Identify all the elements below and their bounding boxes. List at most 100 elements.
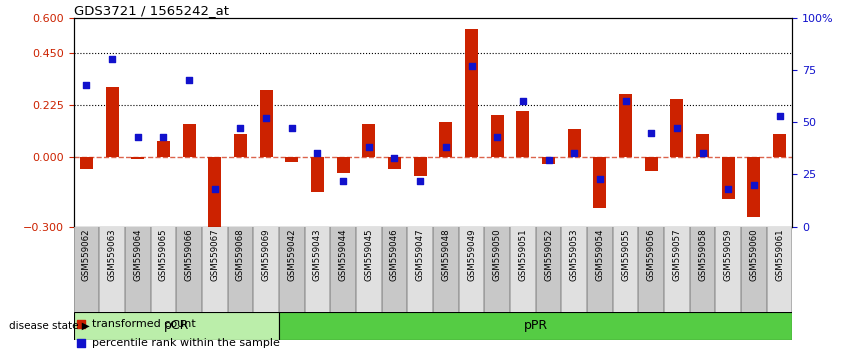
Bar	[670, 99, 683, 157]
Bar	[407, 227, 433, 312]
Bar	[330, 227, 356, 312]
Point	[593, 176, 607, 181]
Bar	[721, 157, 734, 199]
Text: GSM559068: GSM559068	[236, 228, 245, 281]
Point	[721, 186, 735, 192]
Point	[80, 82, 94, 87]
Text: GSM559047: GSM559047	[416, 228, 424, 281]
Point	[285, 126, 299, 131]
Text: GSM559067: GSM559067	[210, 228, 219, 281]
Text: GSM559053: GSM559053	[570, 228, 578, 281]
Point	[747, 182, 761, 188]
Bar	[151, 227, 177, 312]
Bar	[619, 94, 632, 157]
Point	[490, 134, 504, 139]
Bar	[696, 134, 709, 157]
Text: GSM559048: GSM559048	[442, 228, 450, 281]
Point	[105, 57, 119, 62]
Text: GSM559049: GSM559049	[467, 228, 476, 281]
Bar	[773, 134, 786, 157]
Bar	[516, 110, 529, 157]
Text: GSM559064: GSM559064	[133, 228, 142, 281]
Bar	[177, 227, 202, 312]
Text: GSM559056: GSM559056	[647, 228, 656, 281]
Bar	[202, 227, 228, 312]
Bar	[465, 29, 478, 157]
Text: GSM559042: GSM559042	[288, 228, 296, 281]
Bar	[382, 227, 407, 312]
Point	[516, 98, 530, 104]
Text: GSM559045: GSM559045	[365, 228, 373, 281]
Point	[131, 134, 145, 139]
Bar	[715, 227, 741, 312]
Text: GSM559044: GSM559044	[339, 228, 347, 281]
Text: GSM559069: GSM559069	[262, 228, 271, 281]
Point	[74, 341, 87, 346]
Bar	[439, 122, 452, 157]
Bar	[414, 157, 427, 176]
Text: GDS3721 / 1565242_at: GDS3721 / 1565242_at	[74, 4, 229, 17]
Text: GSM559043: GSM559043	[313, 228, 322, 281]
Bar	[766, 227, 792, 312]
Bar	[228, 227, 253, 312]
Bar	[587, 227, 612, 312]
Bar	[612, 227, 638, 312]
Point	[336, 178, 350, 183]
Bar	[510, 227, 536, 312]
Text: percentile rank within the sample: percentile rank within the sample	[92, 338, 280, 348]
Bar	[125, 227, 151, 312]
Point	[234, 126, 248, 131]
Point	[439, 144, 453, 150]
Bar	[747, 157, 760, 217]
Bar	[132, 157, 145, 159]
Bar	[484, 227, 510, 312]
Text: GSM559051: GSM559051	[519, 228, 527, 281]
Text: transformed count: transformed count	[92, 319, 196, 329]
Point	[311, 151, 325, 156]
Point	[362, 144, 376, 150]
Point	[695, 151, 709, 156]
Text: pPR: pPR	[524, 319, 548, 332]
Text: GSM559054: GSM559054	[595, 228, 604, 281]
Bar	[286, 157, 298, 161]
Bar	[433, 227, 459, 312]
Point	[670, 126, 684, 131]
Bar	[459, 227, 484, 312]
Point	[772, 113, 786, 119]
Bar	[561, 227, 587, 312]
Point	[182, 78, 196, 83]
Text: GSM559062: GSM559062	[82, 228, 91, 281]
Bar	[260, 90, 273, 157]
Bar	[741, 227, 766, 312]
Point	[388, 155, 402, 160]
Text: GSM559066: GSM559066	[184, 228, 194, 281]
Bar	[536, 227, 561, 312]
Text: GSM559046: GSM559046	[390, 228, 399, 281]
Text: GSM559058: GSM559058	[698, 228, 707, 281]
Bar	[388, 157, 401, 169]
Bar	[209, 157, 221, 231]
Text: disease state ▶: disease state ▶	[9, 321, 89, 331]
Point	[644, 130, 658, 136]
Bar	[337, 157, 350, 173]
Bar	[664, 227, 689, 312]
Bar	[362, 125, 375, 157]
Bar	[638, 227, 664, 312]
Bar	[305, 227, 330, 312]
Bar	[279, 227, 305, 312]
Text: GSM559057: GSM559057	[672, 228, 682, 281]
Point	[208, 186, 222, 192]
Text: GSM559050: GSM559050	[493, 228, 501, 281]
Point	[259, 115, 273, 121]
Point	[541, 157, 555, 162]
Bar	[157, 141, 170, 157]
Bar	[234, 134, 247, 157]
Bar	[80, 157, 93, 169]
Text: pCR: pCR	[164, 319, 189, 332]
Bar	[74, 312, 279, 340]
Bar	[356, 227, 382, 312]
Bar	[568, 129, 580, 157]
Bar	[106, 87, 119, 157]
Point	[464, 63, 478, 69]
Point	[618, 98, 632, 104]
